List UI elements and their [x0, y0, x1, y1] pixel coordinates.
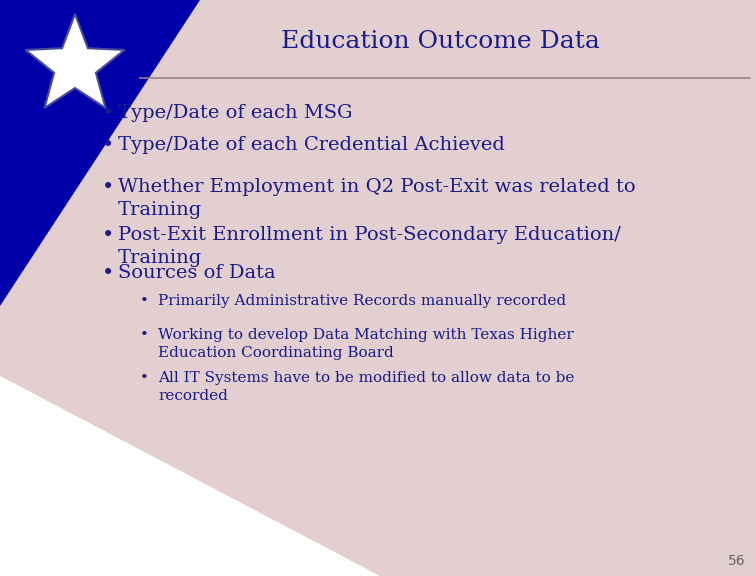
- Text: All IT Systems have to be modified to allow data to be
recorded: All IT Systems have to be modified to al…: [158, 371, 575, 403]
- Text: •: •: [102, 136, 114, 155]
- Text: Type/Date of each MSG: Type/Date of each MSG: [118, 104, 352, 122]
- Text: Primarily Administrative Records manually recorded: Primarily Administrative Records manuall…: [158, 294, 566, 308]
- Text: Whether Employment in Q2 Post-Exit was related to
Training: Whether Employment in Q2 Post-Exit was r…: [118, 178, 636, 219]
- Polygon shape: [26, 14, 125, 108]
- Text: 56: 56: [728, 554, 746, 568]
- Text: •: •: [140, 371, 149, 385]
- Text: Sources of Data: Sources of Data: [118, 264, 276, 282]
- Polygon shape: [0, 0, 200, 306]
- Text: •: •: [102, 226, 114, 245]
- Text: •: •: [140, 294, 149, 308]
- Text: Post-Exit Enrollment in Post-Secondary Education/
Training: Post-Exit Enrollment in Post-Secondary E…: [118, 226, 621, 267]
- Text: Type/Date of each Credential Achieved: Type/Date of each Credential Achieved: [118, 136, 505, 154]
- Text: •: •: [140, 328, 149, 342]
- Text: •: •: [102, 178, 114, 197]
- Text: •: •: [102, 104, 114, 123]
- Text: Education Outcome Data: Education Outcome Data: [280, 29, 600, 52]
- Text: Working to develop Data Matching with Texas Higher
Education Coordinating Board: Working to develop Data Matching with Te…: [158, 328, 574, 360]
- Text: •: •: [102, 264, 114, 283]
